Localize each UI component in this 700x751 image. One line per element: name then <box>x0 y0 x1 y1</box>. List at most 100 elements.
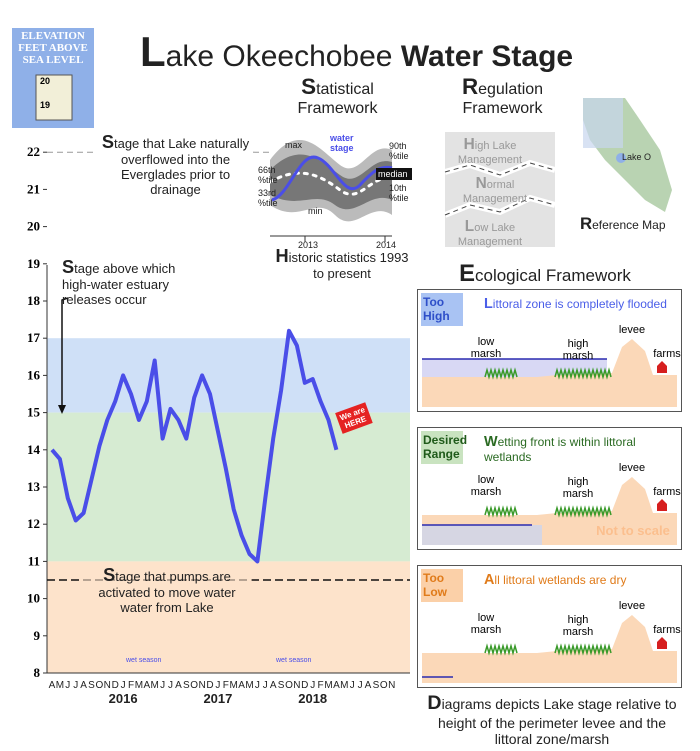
title-bold: Water Stage <box>400 40 574 73</box>
title: Lake Okeechobee Water Stage <box>140 28 573 76</box>
x-tick-label: J <box>310 680 315 691</box>
x-tick-label: O <box>190 680 198 691</box>
x-tick-label: J <box>263 680 268 691</box>
annotation: Stage that pumps are activated to move w… <box>82 565 252 616</box>
stat-label: 10th %tile <box>389 183 409 204</box>
y-tick-label: 19 <box>27 256 41 271</box>
x-tick-label: A <box>270 680 277 691</box>
eco-label: low marsh <box>470 336 502 361</box>
water <box>422 525 542 545</box>
x-tick-label: M <box>324 680 332 691</box>
eco-label: high marsh <box>562 476 594 501</box>
grass <box>554 643 612 656</box>
gauge-mark: 19 <box>40 100 50 110</box>
y-tick-label: 9 <box>34 628 41 643</box>
x-tick-label: F <box>223 680 229 691</box>
eco-diagram <box>422 477 677 545</box>
x-tick-label: O <box>96 680 104 691</box>
eco-state: Too High <box>421 293 463 326</box>
y-tick-label: 12 <box>27 516 40 531</box>
grass <box>484 505 518 518</box>
wet-season: wet season <box>276 657 312 664</box>
year-label: 2016 <box>109 691 138 706</box>
stat-note: Historic statistics 1993 to present <box>275 246 409 281</box>
x-tick-label: J <box>121 680 126 691</box>
stat-label: 2013 <box>298 240 319 250</box>
x-tick-label: J <box>358 680 363 691</box>
annotation: Stage that Lake naturally overflowed int… <box>101 132 250 197</box>
x-tick-label: N <box>198 680 205 691</box>
x-tick-label: S <box>373 680 380 691</box>
series-line <box>50 328 339 564</box>
zone <box>47 338 410 413</box>
grass <box>484 643 518 656</box>
eco-title: Ecological Framework <box>459 260 631 287</box>
gauge <box>35 74 73 121</box>
x-tick-label: D <box>112 680 119 691</box>
y-tick-label: 18 <box>27 293 41 308</box>
eco-diagram <box>422 339 677 407</box>
stat-label: 2014 <box>376 240 397 250</box>
x-tick-label: J <box>73 680 78 691</box>
stat-diagram <box>268 140 412 242</box>
stat-label: median <box>378 169 408 179</box>
y-tick-label: 16 <box>27 367 41 382</box>
stat-label: water stage <box>330 133 354 154</box>
stat-label: 33rd %tile <box>258 188 278 209</box>
x-tick-label: M <box>151 680 159 691</box>
x-tick-label: S <box>183 680 190 691</box>
stat-label: 90th %tile <box>389 141 409 162</box>
ground <box>422 339 677 407</box>
y-tick-label: 13 <box>27 479 41 494</box>
x-tick-label: A <box>49 680 56 691</box>
x-tick-label: S <box>278 680 285 691</box>
x-tick-label: M <box>340 680 348 691</box>
x-tick-label: D <box>206 680 213 691</box>
eco-label: farms <box>653 348 681 360</box>
x-tick-label: N <box>104 680 111 691</box>
grass <box>554 367 612 380</box>
gauge-mark: 20 <box>40 76 50 86</box>
map-title: Reference Map <box>580 214 666 233</box>
x-tick-label: D <box>301 680 308 691</box>
eco-diagram <box>422 615 677 683</box>
eco-label: high marsh <box>562 614 594 639</box>
regulation-title: Regulation Framework <box>461 74 544 117</box>
x-tick-label: J <box>65 680 70 691</box>
y-tick-label: 21 <box>27 181 40 196</box>
y-tick-label: 15 <box>27 405 41 420</box>
grass <box>484 367 518 380</box>
eco-panel: Desired Range Wetting front is within lit… <box>417 427 682 550</box>
regulation-band: High Lake Management <box>457 136 523 166</box>
eco-panel: Too Low All littoral wetlands are dry low … <box>417 565 682 688</box>
stat-label: min <box>308 206 323 216</box>
eco-label: levee <box>618 462 646 474</box>
x-tick-label: M <box>135 680 143 691</box>
eco-label: low marsh <box>470 612 502 637</box>
x-tick-label: O <box>380 680 388 691</box>
map-place: Lake O <box>622 152 652 162</box>
wet-season: wet season <box>126 657 162 664</box>
y-tick-label: 10 <box>27 591 40 606</box>
eco-label: farms <box>653 486 681 498</box>
eco-label: farms <box>653 624 681 636</box>
x-tick-label: A <box>80 680 87 691</box>
ground <box>422 615 677 683</box>
x-tick-label: A <box>333 680 340 691</box>
eco-desc: Wetting front is within littoral wetland… <box>484 434 636 464</box>
eco-desc: All littoral wetlands are dry <box>484 572 627 588</box>
x-tick-label: M <box>230 680 238 691</box>
eco-label: high marsh <box>562 338 594 363</box>
x-tick-label: F <box>318 680 324 691</box>
stat-label: max <box>285 140 303 150</box>
x-tick-label: A <box>143 680 150 691</box>
stat-label: 66th %tile <box>258 165 278 186</box>
y-tick-label: 14 <box>27 442 41 457</box>
year-label: 2018 <box>298 691 327 706</box>
eco-state: Too Low <box>421 569 463 602</box>
x-tick-label: N <box>293 680 300 691</box>
x-tick-label: F <box>128 680 134 691</box>
y-tick-label: 20 <box>27 219 40 234</box>
title-text: Lake Okeechobee <box>140 28 401 75</box>
